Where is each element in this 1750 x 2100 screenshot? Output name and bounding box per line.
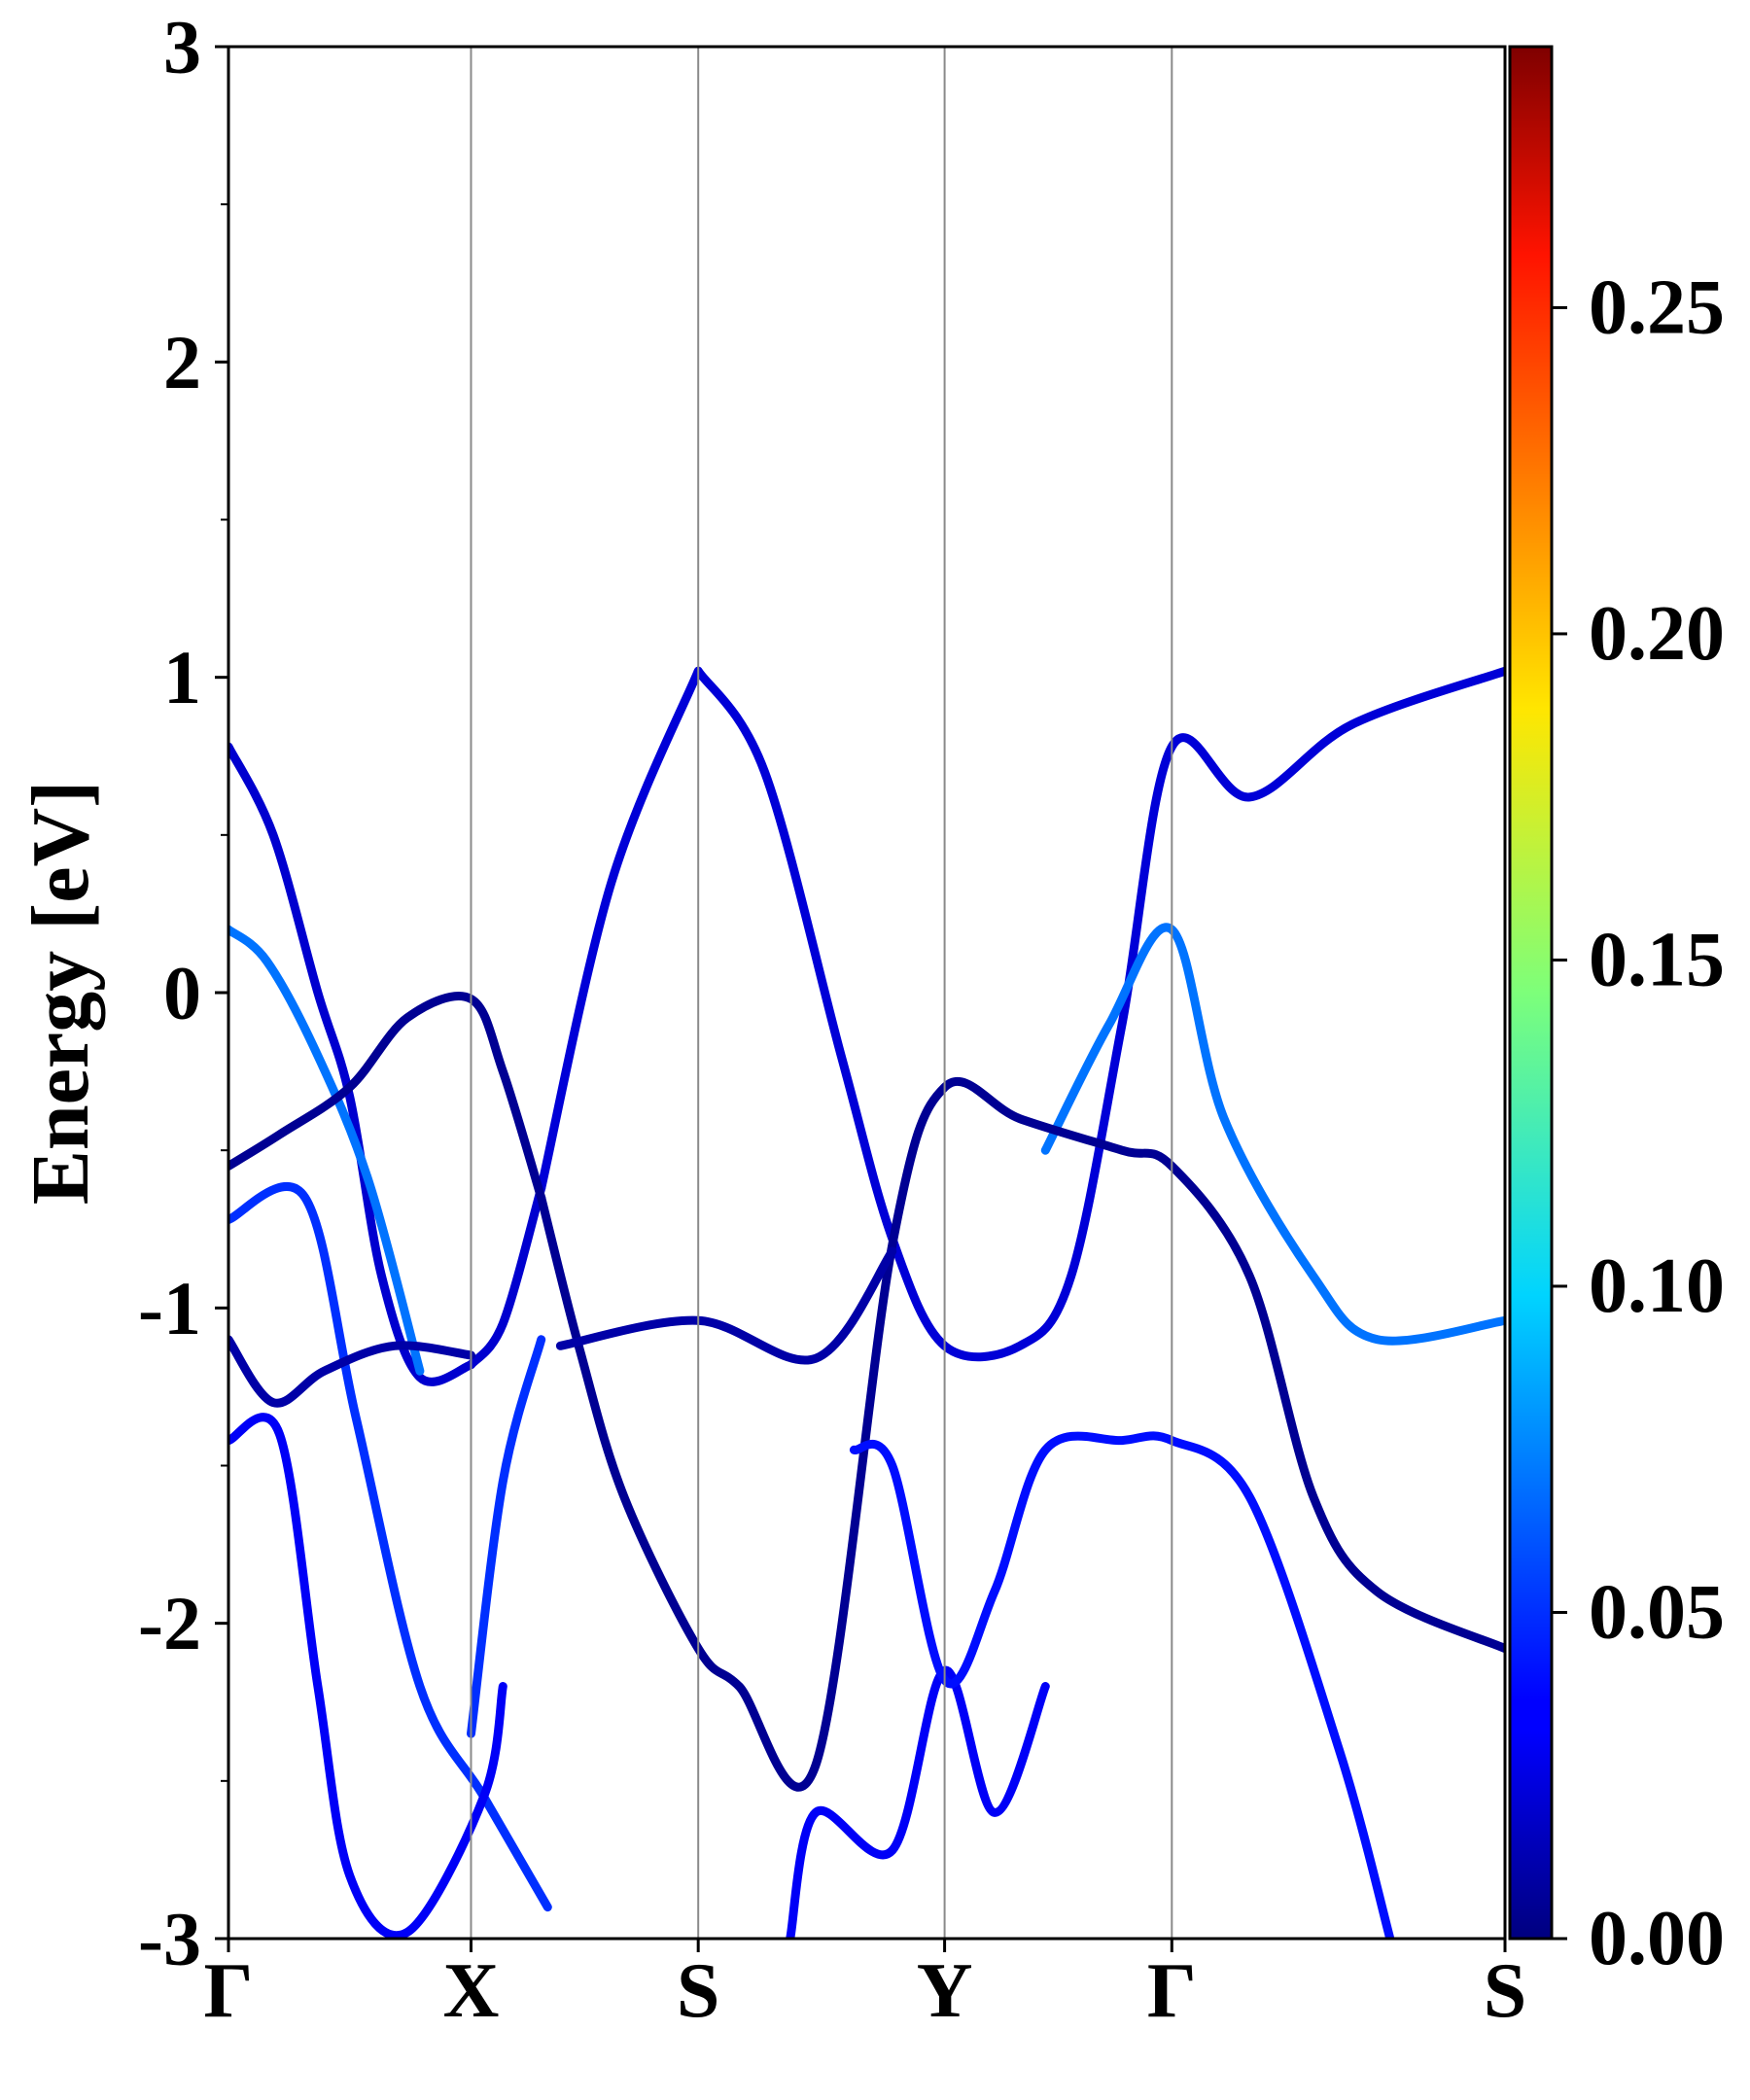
y-tick-label-6: -3: [138, 1897, 201, 1981]
band-line-9: [467, 1335, 546, 1738]
band-line-14: [849, 1431, 1395, 1939]
y-tick-label-3: 0: [163, 951, 201, 1035]
x-tick-label-3: Y: [917, 1948, 973, 2034]
band-line-3: [537, 666, 703, 1193]
colorbar-tick-label-3: 0.15: [1589, 917, 1725, 1002]
band-line-10: [228, 1335, 475, 1408]
colorbar-tick-label-2: 0.10: [1589, 1243, 1725, 1329]
y-tick-label-1: 2: [163, 320, 201, 404]
colorbar-tick-label-1: 0.05: [1589, 1569, 1725, 1655]
band-line-11: [555, 1246, 897, 1365]
colorbar-tick-label-4: 0.20: [1589, 591, 1725, 677]
band-line-5: [1040, 923, 1505, 1346]
colorbar-tick-label-5: 0.25: [1589, 264, 1725, 350]
bands-layer: [228, 666, 1505, 1939]
y-tick-label-5: -2: [138, 1581, 201, 1665]
band-line-4: [228, 925, 425, 1376]
y-tick-label-2: 1: [163, 635, 201, 719]
band-line-6: [228, 992, 546, 1203]
band-line-1: [467, 1183, 546, 1370]
y-tick-label-4: -1: [138, 1266, 201, 1350]
colorbar: [1508, 45, 1554, 1941]
band-line-0: [228, 742, 475, 1386]
colorbar-tick-label-0: 0.00: [1589, 1896, 1725, 1981]
band-line-13: [786, 1665, 1050, 1939]
x-tick-label-5: S: [1484, 1948, 1527, 2034]
band-line-12: [228, 1413, 508, 1939]
band-line-7: [537, 1076, 1505, 1792]
colorbar-ticks: 0.00 0.05 0.10 0.15 0.20 0.25: [1552, 264, 1725, 1981]
y-axis-ticks: 3 2 1 0 -1 -2 -3: [138, 5, 228, 1981]
x-tick-label-0: Γ: [204, 1948, 254, 2034]
x-tick-label-2: S: [677, 1948, 720, 2034]
y-tick-label-0: 3: [163, 5, 201, 89]
x-tick-label-4: Γ: [1147, 1948, 1197, 2034]
x-tick-label-1: X: [443, 1948, 500, 2034]
high-symmetry-lines: [470, 47, 1173, 1939]
band-line-2: [693, 666, 1505, 1362]
y-axis-title: Energy [eV]: [16, 781, 106, 1205]
